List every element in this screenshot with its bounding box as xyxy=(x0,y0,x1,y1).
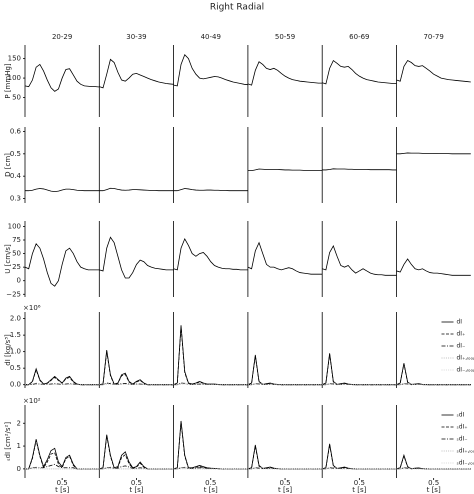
figure-title: Right Radial xyxy=(210,3,264,13)
legend-label: dI₋ xyxy=(457,343,466,350)
data-line xyxy=(247,445,323,470)
column-title: 40-49 xyxy=(201,33,221,41)
y-axis-label: U [cm/s] xyxy=(4,244,12,274)
data-line xyxy=(173,326,248,386)
legend-label: ₛdI₊,ₗₒₒₚ xyxy=(457,448,474,455)
data-line xyxy=(322,59,397,85)
y-tick-label: 0.3 xyxy=(10,195,21,203)
legend-label: ₛdI₋,ₗₒₒₚ xyxy=(457,460,474,467)
y-axis-label: dI [kg/s³] xyxy=(4,334,12,366)
data-line xyxy=(25,440,100,470)
data-line xyxy=(173,188,248,192)
y-axis-label: ₛdI [cm²/s²] xyxy=(4,422,12,461)
data-line xyxy=(173,420,248,470)
data-line xyxy=(173,237,248,271)
data-line xyxy=(99,187,174,192)
y-tick-label: 1 xyxy=(17,442,21,450)
data-line xyxy=(99,349,174,386)
x-axis-label: t [s] xyxy=(278,486,292,494)
data-line xyxy=(99,236,174,279)
column-title: 20-29 xyxy=(52,33,72,41)
data-line xyxy=(99,382,174,386)
legend-label: dI₋,ₗₒₒₚ xyxy=(457,367,474,374)
y-tick-label: −25 xyxy=(6,290,21,298)
data-line xyxy=(396,60,471,83)
data-line xyxy=(99,351,174,386)
column-title: 70-79 xyxy=(423,33,443,41)
y-tick-label: 50 xyxy=(12,94,21,102)
data-line xyxy=(322,245,397,276)
data-line xyxy=(25,367,100,386)
x-tick-label: 0.5 xyxy=(57,479,68,487)
x-axis-label: t [s] xyxy=(204,486,218,494)
data-line xyxy=(24,243,100,287)
y-tick-label: 150 xyxy=(8,55,21,63)
x-axis-label: t [s] xyxy=(55,486,69,494)
data-line xyxy=(99,465,174,470)
y-axis-label: P [mmHg] xyxy=(4,63,12,99)
data-line xyxy=(322,444,397,470)
y-tick-label: 0.5 xyxy=(10,150,21,158)
data-line xyxy=(173,325,248,386)
data-line xyxy=(99,58,174,89)
x-tick-label: 0.5 xyxy=(354,479,365,487)
x-tick-label: 0.5 xyxy=(279,479,290,487)
y-tick-label: 75 xyxy=(12,236,21,244)
data-line xyxy=(396,258,471,276)
column-title: 50-59 xyxy=(275,33,295,41)
data-line xyxy=(247,241,323,275)
data-line xyxy=(99,435,174,470)
y-tick-label: 2.0 xyxy=(10,315,21,323)
legend-label: ₛdI₊ xyxy=(457,424,468,431)
data-line xyxy=(247,61,323,86)
data-line xyxy=(322,168,397,171)
data-line xyxy=(396,152,471,155)
y-tick-label: 0 xyxy=(17,465,21,473)
y-tick-label: 0.0 xyxy=(10,381,21,389)
y-tick-label: 100 xyxy=(8,74,21,82)
y-tick-label: 25 xyxy=(12,263,21,271)
legend-label: dI₊ xyxy=(457,331,466,338)
x-axis-label: t [s] xyxy=(352,486,366,494)
data-line xyxy=(247,355,323,386)
axis-multiplier: ×10⁶ xyxy=(23,304,41,312)
y-tick-label: 0.5 xyxy=(10,364,21,372)
y-tick-label: 1.0 xyxy=(10,348,21,356)
y-tick-label: 0.6 xyxy=(10,127,22,135)
y-tick-label: 0.4 xyxy=(10,172,22,180)
data-line xyxy=(322,354,397,386)
y-axis-label: D [cm] xyxy=(4,153,12,177)
data-line xyxy=(247,168,323,171)
x-axis-label: t [s] xyxy=(129,486,143,494)
legend-label: ₛdI xyxy=(457,412,465,419)
data-line xyxy=(25,188,100,193)
y-tick-label: 1.5 xyxy=(10,331,21,339)
x-tick-label: 0.5 xyxy=(205,479,216,487)
legend-label: ₛdI₋ xyxy=(457,436,468,443)
data-line xyxy=(173,53,248,87)
x-tick-label: 0.5 xyxy=(131,479,142,487)
legend-label: dI xyxy=(457,319,463,326)
y-tick-label: 2 xyxy=(17,419,21,427)
y-tick-label: 50 xyxy=(12,250,21,258)
x-tick-label: 0.5 xyxy=(428,479,439,487)
data-line xyxy=(24,63,100,92)
y-tick-label: 0 xyxy=(17,277,21,285)
data-line xyxy=(25,439,100,470)
legend-label: dI₊,ₗₒₒₚ xyxy=(457,355,474,362)
axis-multiplier: ×10² xyxy=(23,397,41,405)
column-title: 60-69 xyxy=(349,33,369,41)
data-line xyxy=(99,434,174,470)
data-line xyxy=(173,422,248,470)
y-tick-label: 100 xyxy=(8,222,21,230)
column-title: 30-39 xyxy=(126,33,146,41)
x-axis-label: t [s] xyxy=(427,486,441,494)
